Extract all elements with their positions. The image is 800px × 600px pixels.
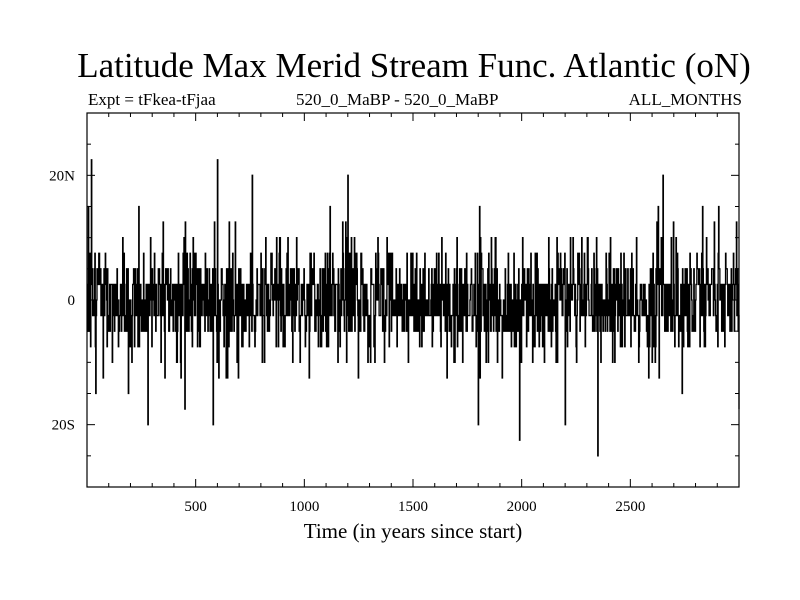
tick-layer [87, 113, 739, 487]
series-line [86, 159, 740, 457]
months-label: ALL_MONTHS [628, 90, 742, 109]
x-tick-label: 1000 [289, 499, 319, 515]
tick-label-layer: 500 1000 1500 2000 2500 20N 0 20S [49, 168, 645, 515]
x-axis-label: Time (in years since start) [303, 519, 523, 543]
x-tick-label: 1500 [398, 499, 428, 515]
y-tick-label: 0 [68, 293, 76, 309]
x-tick-label: 2500 [615, 499, 645, 515]
x-tick-label: 500 [184, 499, 207, 515]
chart-title: Latitude Max Merid Stream Func. Atlantic… [77, 46, 751, 85]
experiment-label: Expt = tFkea-tFjaa [88, 90, 216, 109]
x-tick-label: 2000 [507, 499, 537, 515]
series-layer [86, 159, 740, 457]
period-label: 520_0_MaBP - 520_0_MaBP [296, 90, 499, 109]
plot-frame [86, 112, 740, 488]
y-tick-label: 20S [52, 418, 75, 434]
y-tick-label: 20N [49, 168, 75, 184]
